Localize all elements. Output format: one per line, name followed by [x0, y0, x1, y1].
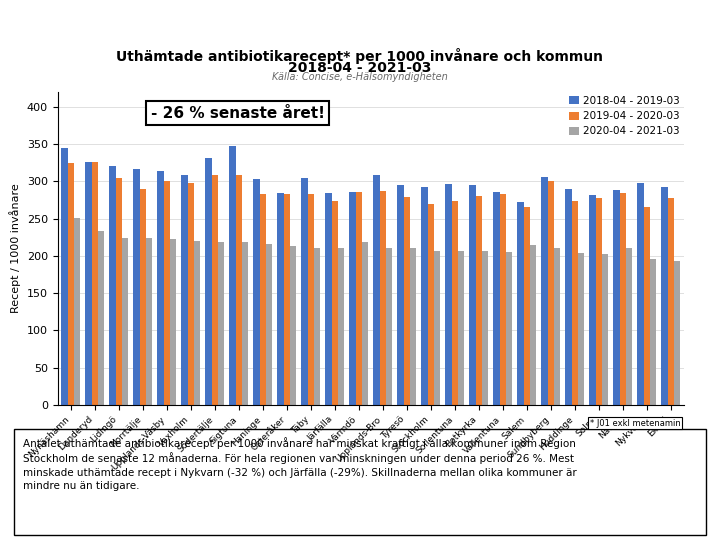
Bar	[338, 248, 344, 405]
Bar	[86, 162, 91, 405]
Bar	[404, 197, 410, 405]
Bar	[284, 194, 290, 405]
Bar	[379, 191, 386, 405]
Bar	[428, 204, 434, 405]
Bar	[541, 177, 548, 405]
Bar	[482, 251, 488, 405]
Bar	[307, 194, 314, 405]
Bar	[595, 198, 602, 405]
Bar	[242, 242, 248, 405]
Bar	[451, 201, 458, 405]
Bar	[146, 238, 152, 405]
Bar	[133, 168, 140, 405]
Bar	[446, 184, 451, 405]
Bar	[620, 193, 626, 405]
Bar	[253, 179, 260, 405]
Bar	[421, 186, 428, 405]
Bar	[667, 198, 674, 405]
Bar	[218, 242, 224, 405]
Bar	[230, 146, 235, 405]
Bar	[266, 244, 272, 405]
Bar	[500, 194, 506, 405]
Legend: 2018-04 - 2019-03, 2019-04 - 2020-03, 2020-04 - 2021-03: 2018-04 - 2019-03, 2019-04 - 2020-03, 20…	[564, 92, 684, 140]
Bar	[644, 207, 650, 405]
Bar	[530, 245, 536, 405]
Bar	[578, 253, 584, 405]
Bar	[626, 248, 632, 405]
Bar	[98, 231, 104, 405]
Bar	[302, 178, 307, 405]
Bar	[518, 202, 523, 405]
Bar	[68, 163, 74, 405]
Bar	[493, 192, 500, 405]
Bar	[662, 186, 667, 405]
Bar	[61, 148, 68, 405]
Bar	[476, 196, 482, 405]
Bar	[613, 190, 620, 405]
Bar	[397, 185, 404, 405]
Bar	[212, 176, 218, 405]
Bar	[290, 246, 296, 405]
Text: Källa: Concise, e-Hälsomyndigheten: Källa: Concise, e-Hälsomyndigheten	[272, 72, 448, 82]
Bar	[458, 252, 464, 405]
Bar	[188, 183, 194, 405]
Text: Uthämtade antibiotikarecept* per 1000 invånare och kommun: Uthämtade antibiotikarecept* per 1000 in…	[117, 48, 603, 64]
Bar	[205, 158, 212, 405]
Bar	[674, 261, 680, 405]
Bar	[572, 201, 578, 405]
Text: - 26 % senaste året!: - 26 % senaste året!	[150, 106, 325, 121]
Text: * J01 exkl metenamin: * J01 exkl metenamin	[590, 418, 680, 428]
Bar	[91, 162, 98, 405]
Bar	[260, 194, 266, 405]
Bar	[548, 181, 554, 405]
Bar	[349, 192, 356, 405]
Bar	[356, 192, 362, 405]
Bar	[469, 185, 476, 405]
Bar	[116, 178, 122, 405]
Bar	[277, 193, 284, 405]
Text: Antalet uthämtade antibiotikarecept per 1000 invånare har minskat kraftigt i all: Antalet uthämtade antibiotikarecept per …	[23, 437, 577, 491]
Bar	[74, 218, 80, 405]
Bar	[332, 201, 338, 405]
Bar	[602, 254, 608, 405]
Bar	[506, 252, 512, 405]
Bar	[194, 241, 200, 405]
Bar	[181, 176, 188, 405]
Bar	[235, 174, 242, 405]
Bar	[314, 248, 320, 405]
Bar	[565, 189, 572, 405]
Bar	[163, 181, 170, 405]
Bar	[140, 189, 146, 405]
Bar	[637, 183, 644, 405]
Bar	[434, 251, 440, 405]
Text: 2018-04 - 2021-03: 2018-04 - 2021-03	[288, 60, 432, 75]
Bar	[554, 248, 560, 405]
Bar	[122, 238, 128, 405]
Bar	[109, 166, 116, 405]
Bar	[362, 242, 368, 405]
Bar	[170, 239, 176, 405]
Bar	[325, 193, 332, 405]
Bar	[386, 248, 392, 405]
Bar	[374, 176, 379, 405]
Bar	[410, 248, 416, 405]
Y-axis label: Recept / 1000 invånare: Recept / 1000 invånare	[9, 184, 21, 313]
Bar	[590, 195, 595, 405]
Bar	[158, 171, 163, 405]
Bar	[650, 259, 656, 405]
Bar	[523, 207, 530, 405]
